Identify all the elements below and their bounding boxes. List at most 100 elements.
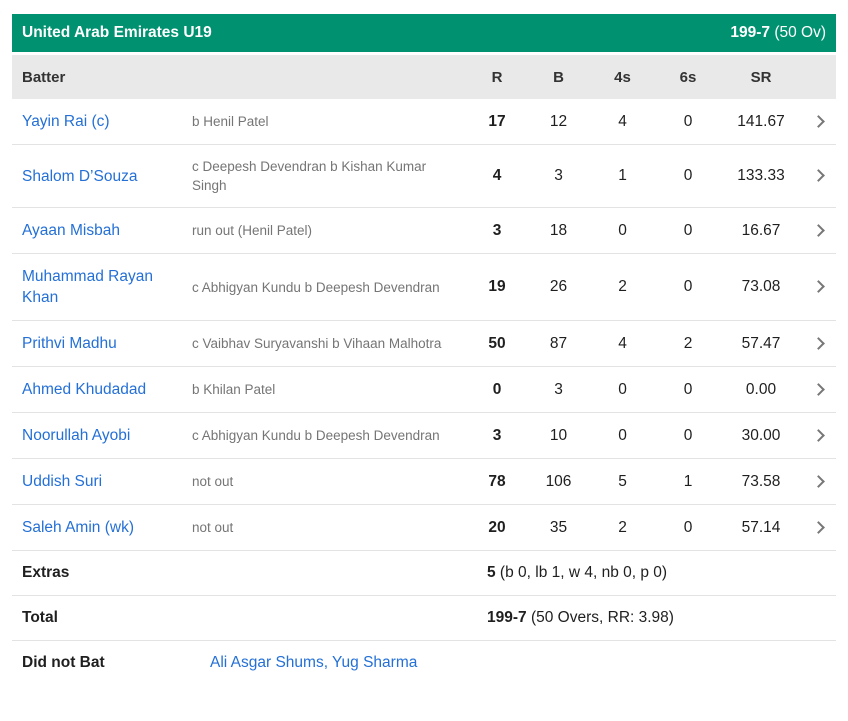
column-header-balls: B — [553, 68, 564, 86]
strike-rate-value: 133.33 — [737, 167, 785, 184]
balls-value: 12 — [549, 112, 568, 130]
batter-row[interactable]: Ahmed Khudadad b Khilan Patel 0 3 0 0 0.… — [12, 367, 836, 413]
strike-rate-value: 57.47 — [741, 334, 781, 352]
total-value: 199-7 (50 Overs, RR: 3.98) — [487, 609, 674, 627]
balls-value: 3 — [554, 167, 563, 184]
fours-value: 4 — [618, 112, 627, 130]
chevron-right-icon[interactable] — [812, 336, 825, 350]
sixes-value: 2 — [683, 334, 693, 352]
batter-name-cell: Noorullah Ayobi — [12, 425, 192, 446]
batter-rows-container: Yayin Rai (c) b Henil Patel 17 12 4 0 14… — [12, 99, 836, 551]
column-header-runs: R — [491, 68, 503, 86]
balls-value: 3 — [554, 380, 563, 398]
scorecard: United Arab Emirates U19 199-7 (50 Ov) B… — [12, 14, 836, 686]
chevron-cell — [801, 167, 836, 185]
did-not-bat-row: Did not Bat Ali Asgar Shums, Yug Sharma — [12, 641, 836, 686]
extras-value: 5 (b 0, lb 1, w 4, nb 0, p 0) — [487, 564, 667, 582]
balls-value: 18 — [549, 221, 568, 239]
strike-rate-value: 16.67 — [741, 221, 781, 239]
chevron-right-icon[interactable] — [812, 520, 825, 534]
chevron-right-icon[interactable] — [812, 169, 825, 182]
batter-row[interactable]: Prithvi Madhu c Vaibhav Suryavanshi b Vi… — [12, 321, 836, 367]
balls-value: 106 — [545, 472, 572, 490]
batter-name-link[interactable]: Uddish Suri — [22, 473, 103, 490]
runs-value: 19 — [488, 278, 506, 295]
batter-row[interactable]: Shalom D’Souza c Deepesh Devendran b Kis… — [12, 145, 836, 208]
batter-name-link[interactable]: Yayin Rai (c) — [22, 113, 110, 130]
balls-value: 87 — [549, 334, 568, 352]
team-score: 199-7 (50 Ov) — [730, 24, 826, 42]
runs-value: 0 — [492, 380, 502, 398]
dismissal-text: not out — [192, 520, 234, 535]
fours-value: 2 — [618, 518, 627, 536]
extras-detail: (b 0, lb 1, w 4, nb 0, p 0) — [495, 564, 668, 581]
chevron-cell — [801, 427, 836, 445]
strike-rate-value: 57.14 — [741, 518, 781, 536]
fours-value: 5 — [618, 472, 627, 490]
total-label: Total — [22, 609, 58, 626]
did-not-bat-label: Did not Bat — [22, 654, 105, 671]
runs-value: 4 — [492, 167, 502, 184]
chevron-cell — [801, 381, 836, 399]
chevron-right-icon[interactable] — [812, 428, 825, 442]
sixes-value: 0 — [683, 518, 693, 536]
column-header-strike-rate: SR — [750, 68, 772, 86]
column-header-sixes: 6s — [679, 68, 697, 86]
fours-value: 0 — [618, 380, 627, 398]
batter-name-cell: Saleh Amin (wk) — [12, 517, 192, 538]
chevron-right-icon[interactable] — [812, 280, 825, 293]
chevron-right-icon[interactable] — [812, 474, 825, 488]
table-header-row: Batter R B 4s 6s SR — [12, 55, 836, 99]
strike-rate-value: 73.58 — [741, 472, 781, 490]
chevron-right-icon[interactable] — [812, 223, 825, 237]
chevron-right-icon[interactable] — [812, 382, 825, 396]
batter-name-link[interactable]: Ahmed Khudadad — [22, 381, 147, 398]
balls-value: 26 — [549, 278, 568, 295]
batter-name-link[interactable]: Muhammad Rayan Khan — [22, 268, 153, 306]
fours-value: 0 — [618, 426, 627, 444]
batter-name-link[interactable]: Prithvi Madhu — [22, 335, 117, 352]
batter-row[interactable]: Ayaan Misbah run out (Henil Patel) 3 18 … — [12, 208, 836, 254]
runs-value: 3 — [492, 221, 502, 239]
total-score: 199-7 — [487, 609, 527, 626]
strike-rate-value: 0.00 — [745, 380, 777, 398]
runs-value: 3 — [492, 426, 502, 444]
strike-rate-value: 73.08 — [741, 278, 781, 295]
sixes-value: 1 — [683, 472, 693, 490]
total-row: Total 199-7 (50 Overs, RR: 3.98) — [12, 596, 836, 641]
sixes-value: 0 — [683, 278, 693, 295]
team-score-runs: 199-7 — [730, 24, 771, 41]
dismissal-text: run out (Henil Patel) — [192, 223, 313, 238]
sixes-value: 0 — [683, 221, 693, 239]
did-not-bat-players-link[interactable]: Ali Asgar Shums, Yug Sharma — [210, 654, 418, 671]
batter-row[interactable]: Yayin Rai (c) b Henil Patel 17 12 4 0 14… — [12, 99, 836, 145]
extras-label: Extras — [22, 564, 70, 581]
dismissal-text: c Abhigyan Kundu b Deepesh Devendran — [192, 428, 440, 443]
chevron-cell — [801, 278, 836, 296]
batter-name-link[interactable]: Saleh Amin (wk) — [22, 519, 134, 536]
batter-name-cell: Muhammad Rayan Khan — [12, 266, 192, 308]
column-header-fours: 4s — [614, 68, 631, 86]
batter-row[interactable]: Uddish Suri not out 78 106 5 1 73.58 — [12, 459, 836, 505]
chevron-right-icon[interactable] — [812, 114, 825, 128]
batter-row[interactable]: Noorullah Ayobi c Abhigyan Kundu b Deepe… — [12, 413, 836, 459]
strike-rate-value: 30.00 — [741, 426, 781, 444]
balls-value: 35 — [549, 518, 568, 536]
dismissal-text: c Abhigyan Kundu b Deepesh Devendran — [192, 279, 440, 295]
dismissal-text: b Khilan Patel — [192, 382, 276, 397]
batter-name-link[interactable]: Shalom D’Souza — [22, 167, 138, 185]
dismissal-text: not out — [192, 474, 234, 489]
batter-row[interactable]: Saleh Amin (wk) not out 20 35 2 0 57.14 — [12, 505, 836, 551]
batter-row[interactable]: Muhammad Rayan Khan c Abhigyan Kundu b D… — [12, 254, 836, 321]
batter-name-link[interactable]: Ayaan Misbah — [22, 222, 120, 239]
runs-value: 78 — [488, 472, 506, 490]
sixes-value: 0 — [683, 426, 693, 444]
batter-name-link[interactable]: Noorullah Ayobi — [22, 427, 131, 444]
team-score-overs: (50 Ov) — [770, 24, 826, 41]
fours-value: 0 — [618, 221, 627, 239]
total-detail: (50 Overs, RR: 3.98) — [526, 609, 674, 626]
chevron-cell — [801, 113, 836, 131]
chevron-cell — [801, 473, 836, 491]
extras-runs: 5 — [487, 564, 496, 581]
did-not-bat-players: Ali Asgar Shums, Yug Sharma — [210, 654, 417, 672]
